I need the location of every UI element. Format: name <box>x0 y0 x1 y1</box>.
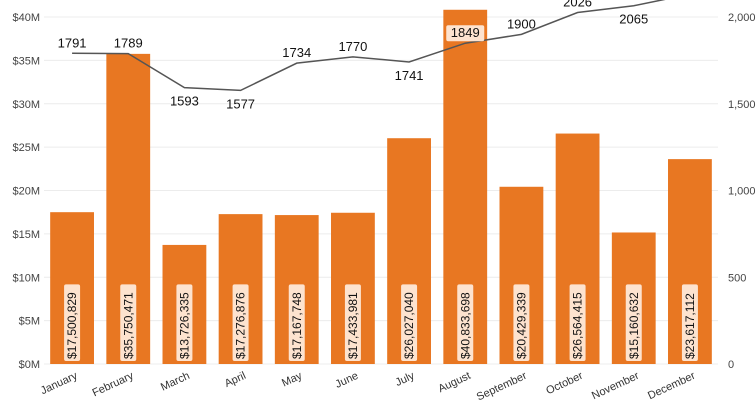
x-tick-label: January <box>39 370 80 398</box>
x-tick-label: July <box>394 370 417 389</box>
bar-data-label: $40,833,698 <box>458 292 472 359</box>
bar-data-label: $17,167,748 <box>290 292 304 359</box>
bar-data-label: $26,027,040 <box>402 292 416 359</box>
bar-label-background <box>513 284 530 361</box>
bar-label-background <box>401 284 418 361</box>
y-axis-left: $0M $5M $10M $15M $20M $25M $30M $35M $40M <box>12 12 40 371</box>
y-left-tick-label: $5M <box>19 316 40 328</box>
line-data-label: 1791 <box>58 35 87 50</box>
bar-data-label: $20,429,339 <box>514 292 528 359</box>
y-left-tick-label: $35M <box>12 55 40 67</box>
line-label-background <box>446 25 485 42</box>
bar-label-group: $35,750,471 <box>120 284 137 361</box>
bar-label-group: $17,276,876 <box>232 284 249 361</box>
y-left-tick-label: $20M <box>12 186 40 198</box>
x-tick-label: February <box>91 370 136 400</box>
bar-data-label: $17,500,829 <box>65 292 79 359</box>
bar-label-background <box>288 284 305 361</box>
y-right-tick-label: 500 <box>728 272 746 284</box>
bar-data-label: $17,433,981 <box>346 292 360 359</box>
bar-data-label: $13,726,335 <box>177 292 191 359</box>
bar-label-background <box>569 284 586 361</box>
line-data-label: 1900 <box>507 16 536 31</box>
line-data-label: 1577 <box>226 96 255 111</box>
bar-label-group: $17,167,748 <box>288 284 305 361</box>
bar-label-group: $23,617,112 <box>681 284 698 361</box>
line-series <box>72 0 666 92</box>
y-left-tick-label: $40M <box>12 12 40 24</box>
line-data-label: 1741 <box>395 68 424 83</box>
x-tick-label: September <box>475 370 529 404</box>
x-tick-label: November <box>590 370 641 402</box>
line-data-label: 2065 <box>619 12 648 27</box>
x-tick-label: December <box>646 370 697 402</box>
bar-data-labels: $17,500,829 $35,750,471 $13,726,335 $17,276… <box>64 284 698 361</box>
bar-label-background <box>232 284 249 361</box>
bar-data-label: $23,617,112 <box>683 293 697 359</box>
y-right-tick-label: 1,500 <box>728 99 756 111</box>
y-left-tick-label: $10M <box>12 272 40 284</box>
bar-label-background <box>625 284 642 361</box>
bar-data-label: $26,564,415 <box>571 292 585 359</box>
y-right-tick-label: 0 <box>728 359 734 371</box>
bar-label-group: $13,726,335 <box>176 284 193 361</box>
x-tick-label: June <box>333 370 360 391</box>
y-left-tick-label: $15M <box>12 229 40 241</box>
bar-data-label: $15,160,632 <box>627 292 641 359</box>
bar-series <box>50 9 712 365</box>
x-tick-label: October <box>544 370 585 398</box>
bar-data-label: $17,276,876 <box>234 292 248 359</box>
gridlines <box>44 16 718 365</box>
bar-label-background <box>120 284 137 361</box>
y-right-tick-label: 1,000 <box>728 186 756 198</box>
x-tick-label: August <box>436 370 472 395</box>
x-tick-label: March <box>159 370 192 394</box>
line-data-label: 1770 <box>338 39 367 54</box>
line-data-label: 2026 <box>563 0 592 9</box>
bar-label-group: $26,027,040 <box>401 284 418 361</box>
bar-label-background <box>344 284 361 361</box>
bar-label-background <box>681 284 698 361</box>
bar-data-label: $35,750,471 <box>121 292 135 359</box>
y-left-tick-label: $25M <box>12 142 40 154</box>
bar-label-group: $15,160,632 <box>625 284 642 361</box>
line-data-label: 1593 <box>170 94 199 109</box>
bar-label-group: $17,500,829 <box>64 284 81 361</box>
bar-label-group: $20,429,339 <box>513 284 530 361</box>
line-path <box>72 0 666 92</box>
y-axis-right: 0 500 1,000 1,500 2,000 <box>728 12 756 371</box>
bar-label-group: $26,564,415 <box>569 284 586 361</box>
line-data-labels: 1791 1789 1593 1577 1734 1770 1741 1849 1900 2026… <box>58 0 649 111</box>
x-tick-label: April <box>223 370 248 390</box>
y-left-tick-label: $30M <box>12 99 40 111</box>
line-data-label: 1734 <box>282 45 311 60</box>
x-axis: January February March April May June July Augu… <box>39 370 698 404</box>
bar-label-background <box>64 284 81 361</box>
bar-label-background <box>457 284 474 361</box>
bar-label-group: $17,433,981 <box>344 284 361 361</box>
x-tick-label: May <box>280 370 304 390</box>
bar-label-background <box>176 284 193 361</box>
y-left-tick-label: $0M <box>19 359 40 371</box>
bar-label-group: $40,833,698 <box>457 284 474 361</box>
line-data-label: 1789 <box>114 36 143 51</box>
line-data-label: 1849 <box>451 25 480 40</box>
y-right-tick-label: 2,000 <box>728 12 756 24</box>
